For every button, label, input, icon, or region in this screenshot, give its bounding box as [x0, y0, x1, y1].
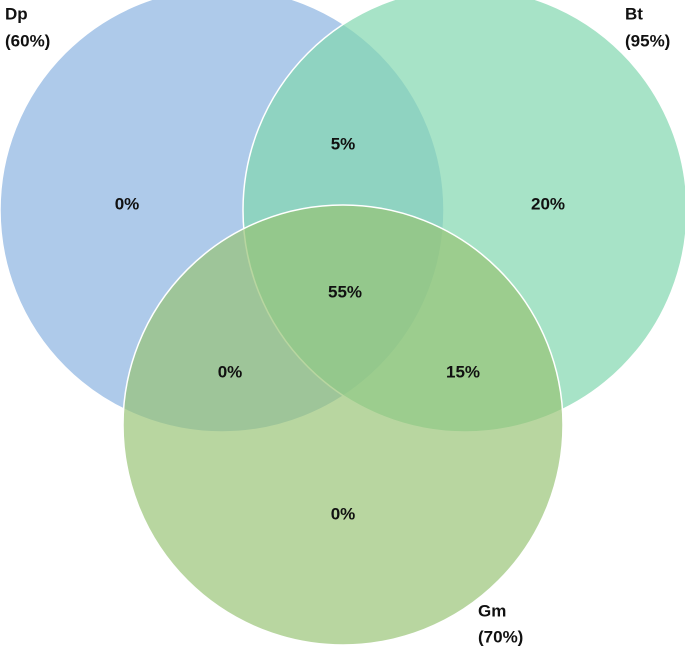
set-share: (95%): [625, 31, 670, 50]
set-share: (70%): [478, 627, 523, 646]
region-label: 15%: [446, 362, 480, 381]
region-label: 0%: [115, 194, 140, 213]
set-name: Dp: [5, 4, 28, 23]
set-name: Bt: [625, 4, 643, 23]
region-label: 0%: [331, 504, 356, 523]
set-share: (60%): [5, 31, 50, 50]
region-label: 20%: [531, 194, 565, 213]
region-label: 55%: [328, 282, 362, 301]
region-label: 5%: [331, 134, 356, 153]
set-circle-gm: [122, 204, 564, 646]
region-labels: 0% 5% 20% 55% 0% 15% 0%: [115, 134, 565, 523]
region-label: 0%: [218, 362, 243, 381]
set-name: Gm: [478, 601, 506, 620]
